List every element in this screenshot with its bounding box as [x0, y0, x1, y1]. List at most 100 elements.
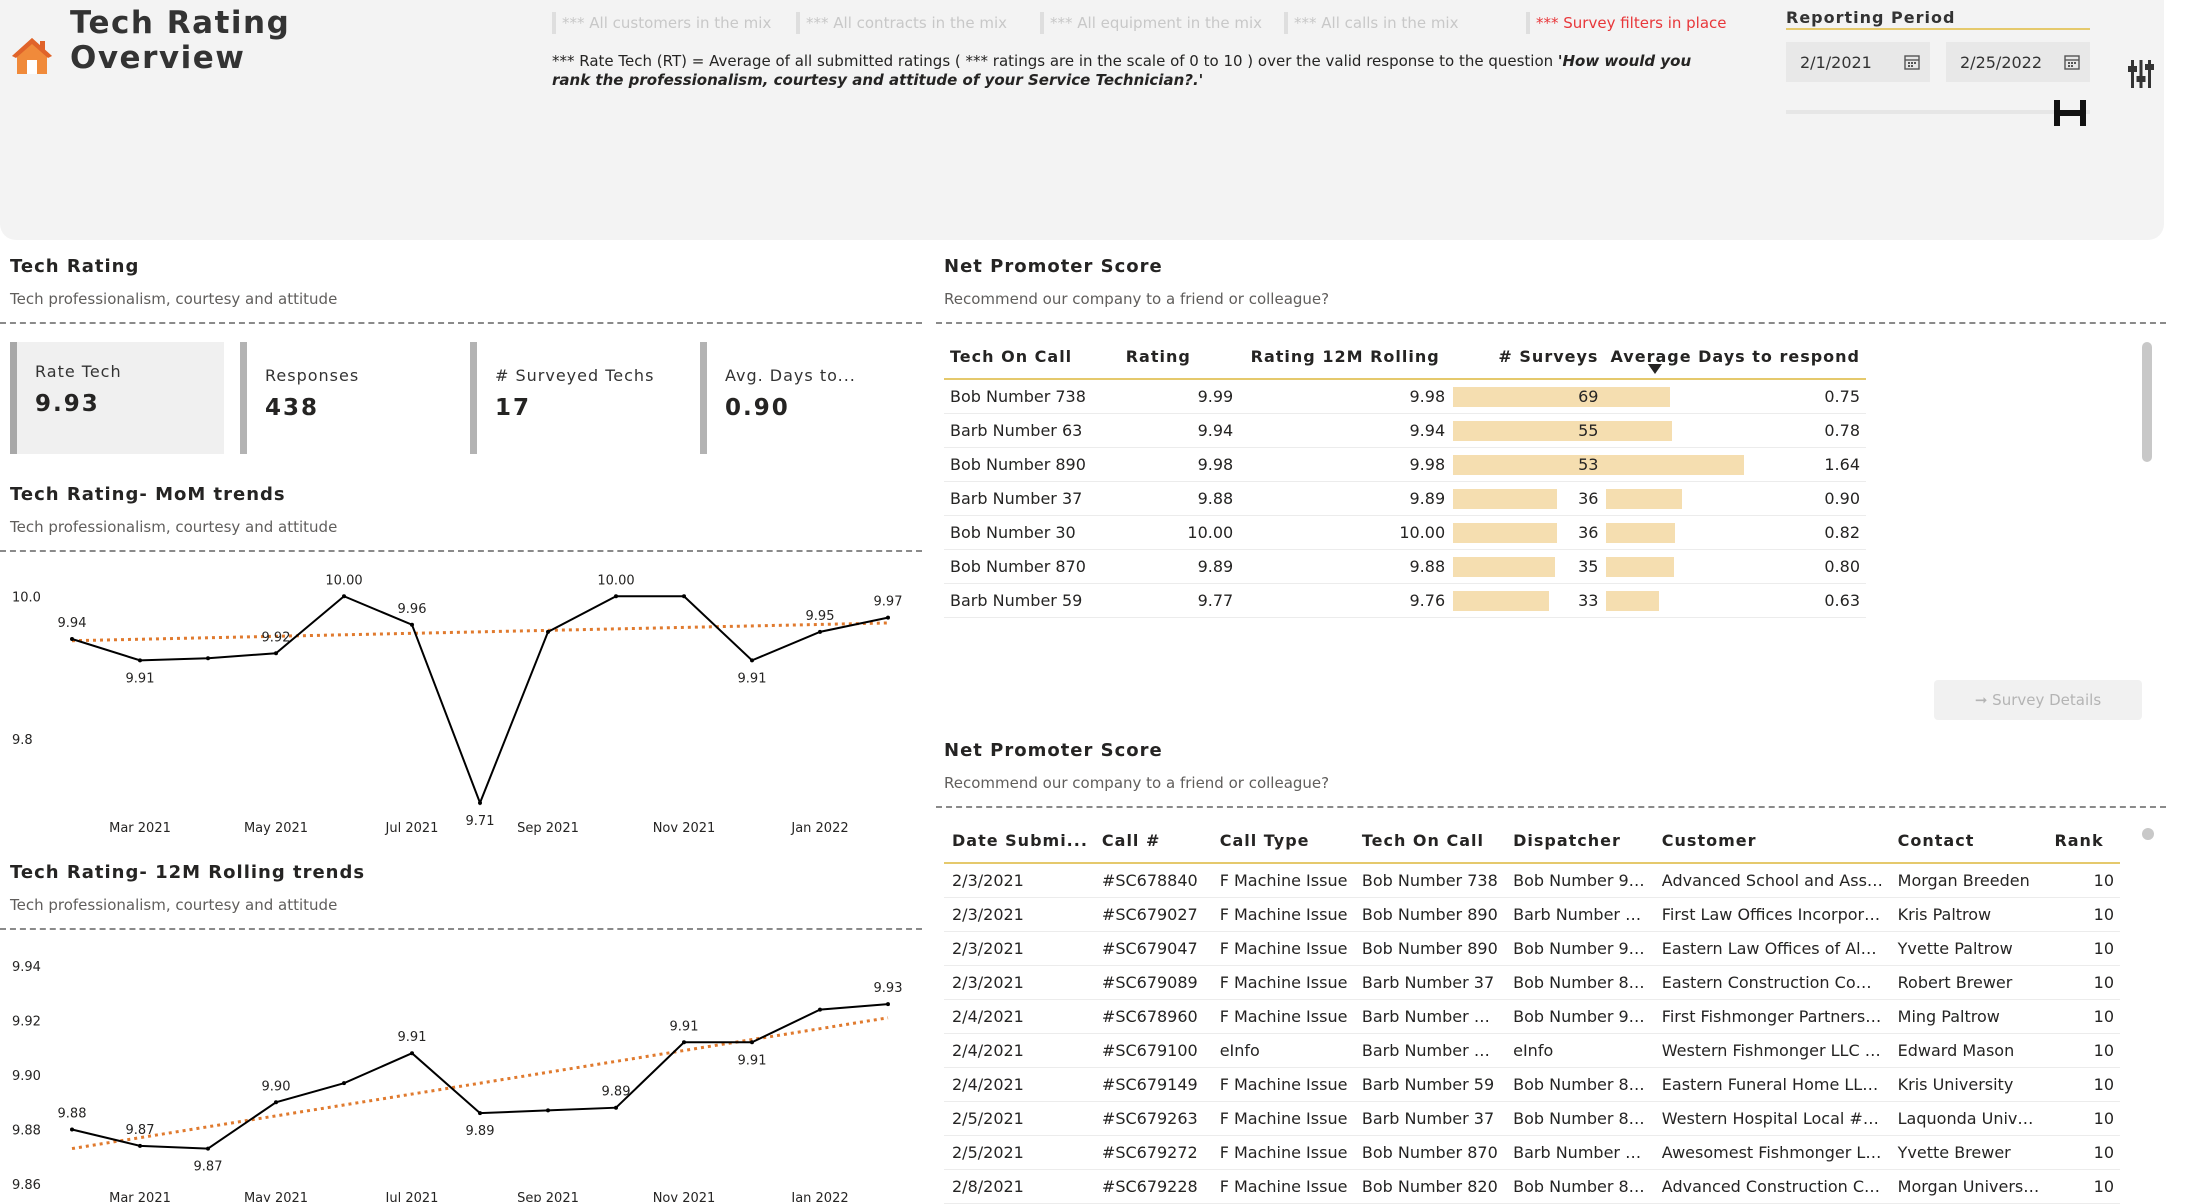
data-point[interactable] — [138, 1143, 142, 1148]
table-scrollbar[interactable] — [2142, 342, 2152, 462]
y-tick-label: 9.88 — [12, 1124, 41, 1139]
customer-cell: Advanced School and Associ... — [1653, 863, 1890, 898]
table-row[interactable]: 2/4/2021 #SC679100 eInfo Barb Number 853 eIn… — [944, 1033, 2120, 1068]
data-point[interactable] — [70, 1127, 74, 1132]
data-point[interactable] — [478, 1111, 482, 1116]
data-point[interactable] — [614, 1105, 618, 1110]
table-row[interactable]: Bob Number 890 9.98 9.98 53 1.64 — [944, 447, 1866, 482]
rolling-line-chart[interactable]: 9.94 9.92 9.90 9.88 9.86 Mar 2021 May 2021 Jul … — [0, 940, 922, 1202]
contact-cell: Edward Mason — [1889, 1033, 2047, 1068]
column-header-contact[interactable]: Contact — [1889, 818, 2047, 864]
x-tick-label: Jan 2022 — [790, 1191, 848, 1202]
data-point[interactable] — [70, 637, 74, 641]
table-row[interactable]: Bob Number 870 9.89 9.88 35 0.80 — [944, 549, 1866, 584]
table-row[interactable]: Barb Number 59 9.77 9.76 33 0.63 — [944, 583, 1866, 618]
survey-details-button[interactable]: ➞ Survey Details — [1934, 680, 2142, 720]
data-point[interactable] — [546, 1108, 550, 1113]
data-point[interactable] — [206, 656, 210, 661]
calendar-icon[interactable] — [2064, 54, 2080, 70]
column-header-tech[interactable]: Tech On Call — [1353, 818, 1506, 864]
table-row[interactable]: Barb Number 63 9.94 9.94 55 0.78 — [944, 413, 1866, 448]
kpi-responses[interactable]: Responses 438 — [240, 342, 454, 454]
column-header-rank[interactable]: Rank — [2046, 818, 2120, 864]
table-row[interactable]: 2/5/2021 #SC679263 F Machine Issue Barb Num… — [944, 1101, 2120, 1136]
kpi-surveyed-techs[interactable]: # Surveyed Techs 17 — [470, 342, 684, 454]
date-range-slider-track[interactable] — [1786, 110, 2090, 114]
filter-customers[interactable]: *** All customers in the mix — [552, 12, 771, 34]
rating-cell: 9.88 — [1119, 481, 1240, 516]
data-point[interactable] — [546, 629, 550, 634]
data-point[interactable] — [342, 594, 346, 599]
kpi-label: Rate Tech — [35, 362, 122, 381]
column-header-rating[interactable]: Rating — [1119, 334, 1240, 380]
data-point[interactable] — [410, 622, 414, 627]
data-point[interactable] — [614, 594, 618, 599]
avg-days-value: 1.64 — [1824, 455, 1860, 474]
data-point[interactable] — [274, 1100, 278, 1105]
data-point[interactable] — [750, 658, 754, 663]
column-header-customer[interactable]: Customer — [1653, 818, 1890, 864]
table-row[interactable]: Barb Number 37 9.88 9.89 36 0.90 — [944, 481, 1866, 516]
table-row[interactable]: 2/5/2021 #SC679272 F Machine Issue Bob Numb… — [944, 1135, 2120, 1170]
series-line[interactable] — [71, 595, 889, 806]
table-scrollbar[interactable] — [2142, 828, 2154, 840]
trend-line — [71, 621, 889, 643]
mom-line-chart[interactable]: 10.0 9.8 Mar 2021 May 2021 Jul 2021 Sep 2021 N… — [0, 560, 922, 840]
data-point[interactable] — [886, 615, 890, 620]
data-point[interactable] — [478, 800, 482, 805]
column-header-rating-rolling[interactable]: Rating 12M Rolling — [1239, 334, 1452, 380]
table-row[interactable]: 2/8/2021 #SC679228 F Machine Issue Bob Numb… — [944, 1169, 2120, 1204]
filter-pane-icon[interactable] — [2128, 58, 2154, 90]
table-row[interactable]: 2/3/2021 #SC679027 F Machine Issue Bob Numb… — [944, 897, 2120, 932]
avg-days-value: 0.90 — [1824, 489, 1860, 508]
date-range-slider-handle[interactable] — [2052, 100, 2088, 126]
filter-equipment[interactable]: *** All equipment in the mix — [1040, 12, 1262, 34]
sort-descending-icon[interactable] — [1648, 364, 1662, 374]
tech-name-cell: Barb Number 59 — [944, 583, 1120, 618]
start-date-input[interactable]: 2/1/2021 — [1786, 42, 1930, 82]
table-row[interactable]: 2/3/2021 #SC678840 F Machine Issue Bob Numb… — [944, 863, 2120, 898]
calendar-icon[interactable] — [1904, 54, 1920, 70]
data-point[interactable] — [342, 1081, 346, 1086]
data-point[interactable] — [750, 1040, 754, 1045]
column-header-call[interactable]: Call # — [1093, 818, 1212, 864]
avg-days-value: 0.75 — [1824, 387, 1860, 406]
filter-survey[interactable]: *** Survey filters in place — [1526, 12, 1727, 34]
call-number-cell: #SC679089 — [1093, 965, 1212, 1000]
home-icon[interactable] — [10, 36, 54, 76]
filter-calls[interactable]: *** All calls in the mix — [1284, 12, 1458, 34]
customer-cell: First Fishmonger Partnershi... — [1653, 999, 1890, 1034]
rating-rolling-cell: 9.76 — [1239, 583, 1452, 618]
column-header-call-type[interactable]: Call Type — [1211, 818, 1354, 864]
table-row[interactable]: 2/4/2021 #SC678960 F Machine Issue Barb Num… — [944, 999, 2120, 1034]
data-point[interactable] — [818, 629, 822, 634]
customer-cell: Eastern Law Offices of Alba... — [1653, 931, 1890, 966]
table-row[interactable]: Bob Number 30 10.00 10.00 36 0.82 — [944, 515, 1866, 550]
filter-contracts[interactable]: *** All contracts in the mix — [796, 12, 1007, 34]
column-header-surveys[interactable]: # Surveys — [1451, 334, 1605, 380]
table-row[interactable]: 2/3/2021 #SC679047 F Machine Issue Bob Numb… — [944, 931, 2120, 966]
kpi-rate-tech[interactable]: Rate Tech 9.93 — [10, 342, 224, 454]
column-header-avg-days[interactable]: Average Days to respond — [1604, 334, 1866, 380]
column-header-dispatcher[interactable]: Dispatcher — [1505, 818, 1654, 864]
avg-days-value: 0.80 — [1824, 557, 1860, 576]
data-point[interactable] — [138, 658, 142, 663]
trend-line — [71, 1016, 889, 1151]
data-point[interactable] — [274, 651, 278, 656]
surveys-value: 53 — [1578, 455, 1599, 474]
data-point[interactable] — [682, 1040, 686, 1045]
column-header-tech[interactable]: Tech On Call — [944, 334, 1120, 380]
data-point[interactable] — [206, 1146, 210, 1151]
data-point[interactable] — [682, 594, 686, 599]
data-point[interactable] — [818, 1007, 822, 1012]
data-point[interactable] — [410, 1051, 414, 1056]
x-tick-label: Mar 2021 — [109, 821, 171, 836]
tech-cell: Bob Number 870 — [1353, 1135, 1506, 1170]
column-header-date[interactable]: Date Submi... — [944, 818, 1094, 864]
kpi-avg-days[interactable]: Avg. Days to... 0.90 — [700, 342, 914, 454]
table-row[interactable]: 2/4/2021 #SC679149 F Machine Issue Barb Num… — [944, 1067, 2120, 1102]
table-row[interactable]: 2/3/2021 #SC679089 F Machine Issue Barb Num… — [944, 965, 2120, 1000]
end-date-input[interactable]: 2/25/2022 — [1946, 42, 2090, 82]
table-row[interactable]: Bob Number 738 9.99 9.98 69 0.75 — [944, 379, 1866, 414]
data-point[interactable] — [886, 1002, 890, 1007]
